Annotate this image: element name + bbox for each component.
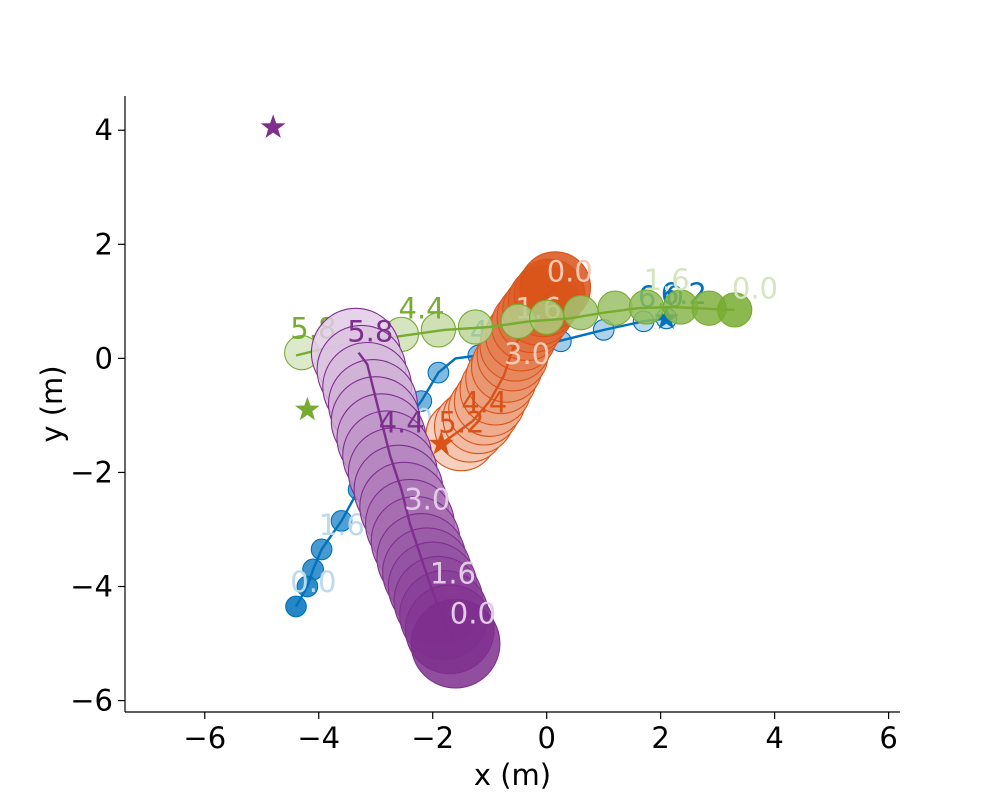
y-tick-label: 4 bbox=[95, 113, 113, 147]
series-2: 0.01.64.45.8 bbox=[284, 263, 778, 421]
goal-star-marker bbox=[428, 430, 454, 455]
x-axis-label: x (m) bbox=[474, 758, 551, 792]
time-label: 0.0 bbox=[547, 254, 593, 288]
y-tick-label: 0 bbox=[95, 341, 113, 375]
x-tick-label: 6 bbox=[879, 721, 897, 755]
y-tick-label: 2 bbox=[95, 227, 113, 261]
time-label: 0.0 bbox=[290, 565, 336, 599]
time-label: 4.4 bbox=[461, 386, 507, 420]
time-label: 0.0 bbox=[450, 597, 496, 631]
time-label: 4.4 bbox=[399, 291, 445, 325]
time-label: 3.0 bbox=[404, 483, 450, 517]
y-axis-label: y (m) bbox=[35, 365, 69, 442]
time-label: 5.8 bbox=[347, 314, 393, 348]
agent-position-disc bbox=[597, 290, 633, 326]
x-tick-label: −6 bbox=[183, 721, 226, 755]
x-tick-label: −2 bbox=[411, 721, 454, 755]
plot-area: 0.01.63.04.46.26.00.01.63.04.45.20.01.64… bbox=[260, 114, 778, 689]
trajectory-line bbox=[294, 314, 673, 608]
x-tick-label: 0 bbox=[537, 721, 555, 755]
goal-star-marker bbox=[295, 396, 320, 421]
x-tick-label: 2 bbox=[651, 721, 669, 755]
time-label: 1.6 bbox=[319, 508, 365, 542]
time-label: 4.4 bbox=[379, 406, 425, 440]
series-3: 0.01.63.04.45.8 bbox=[260, 114, 501, 689]
trajectory-line bbox=[357, 351, 457, 645]
time-label: 1.6 bbox=[644, 263, 690, 297]
y-tick-label: −6 bbox=[70, 684, 113, 718]
y-tick-label: −2 bbox=[70, 455, 113, 489]
x-tick-label: −4 bbox=[297, 721, 340, 755]
time-label: 5.2 bbox=[438, 406, 484, 440]
axes: −6 −4 −2 0 2 4 6 −6 −4 −2 0 2 4 bbox=[70, 96, 900, 755]
goal-star-marker bbox=[260, 114, 286, 138]
time-label: 3.0 bbox=[504, 337, 550, 371]
agent-position-disc bbox=[529, 299, 565, 335]
time-label: 0.0 bbox=[732, 272, 778, 306]
x-tick-label: 4 bbox=[765, 721, 783, 755]
y-tick-label: −4 bbox=[70, 570, 113, 604]
time-label: 1.6 bbox=[430, 557, 476, 591]
agent-position-disc bbox=[563, 295, 599, 331]
